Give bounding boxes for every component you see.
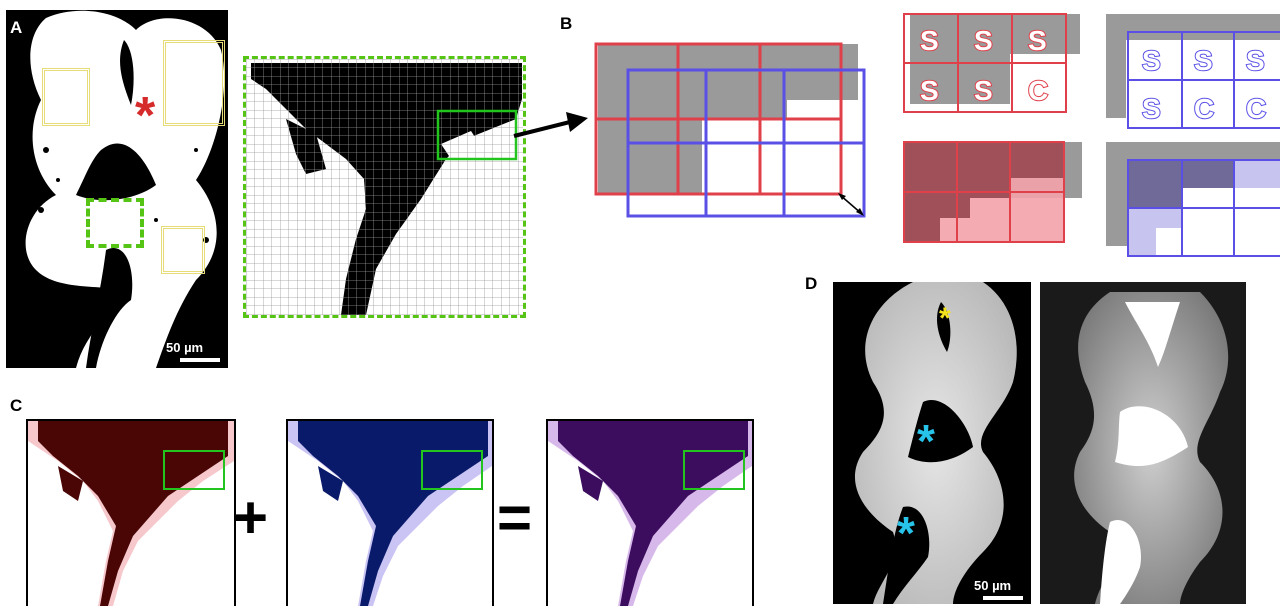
blue-letter-2: S bbox=[1194, 45, 1213, 76]
red-letter-3: S bbox=[1028, 25, 1047, 56]
blue-letter-4: S bbox=[1142, 93, 1161, 124]
scale-bar-label-a: 50 µm bbox=[166, 340, 204, 355]
roi-box-left bbox=[42, 68, 90, 126]
yellow-asterisk: * bbox=[939, 302, 951, 335]
panel-d-label: D bbox=[805, 274, 818, 293]
blue-letter-3: S bbox=[1246, 45, 1265, 76]
equals-sign: = bbox=[497, 484, 533, 551]
blue-letter-6: C bbox=[1246, 93, 1266, 124]
cyan-asterisk-lower: * bbox=[897, 507, 915, 559]
red-letter-1: S bbox=[920, 25, 939, 56]
red-overlay-grid bbox=[903, 141, 1082, 243]
segmentation-mask bbox=[25, 10, 225, 368]
panel-d-raw-image bbox=[1040, 282, 1246, 604]
panel-c-blue-mask bbox=[286, 419, 494, 606]
blue-letter-5: C bbox=[1194, 93, 1214, 124]
plus-sign: + bbox=[233, 484, 269, 551]
red-letter-6: C bbox=[1028, 75, 1048, 106]
blue-letter-1: S bbox=[1142, 45, 1161, 76]
panel-c-red-mask bbox=[26, 419, 236, 606]
red-asterisk: * bbox=[135, 87, 156, 145]
roi-box-right bbox=[163, 40, 225, 126]
panel-a-label: A bbox=[10, 18, 23, 37]
zoom-grid-panel bbox=[243, 56, 526, 318]
red-letter-2: S bbox=[974, 25, 993, 56]
blue-overlay-grid bbox=[1106, 142, 1280, 257]
panel-a-image: * 50 µm bbox=[6, 10, 228, 368]
red-letter-5: S bbox=[974, 75, 993, 106]
pixel-grid bbox=[246, 59, 523, 315]
scale-bar-d bbox=[983, 596, 1023, 600]
panel-c-label: C bbox=[10, 396, 23, 415]
blue-label-grid: S S S S C C bbox=[1106, 14, 1280, 130]
cyan-asterisk-upper: * bbox=[917, 415, 935, 467]
red-label-grid: S S S S S C bbox=[903, 13, 1080, 113]
red-letter-4: S bbox=[920, 75, 939, 106]
panel-b-label: B bbox=[560, 14, 573, 33]
zoom-region-box bbox=[86, 198, 144, 248]
overlap-grid-diagram bbox=[594, 42, 866, 218]
scale-bar-label-d: 50 µm bbox=[974, 578, 1012, 593]
roi-box-bottom bbox=[161, 226, 205, 274]
zoom-arrow bbox=[513, 112, 588, 138]
panel-d-segmented-image: * * * 50 µm bbox=[833, 282, 1031, 604]
panel-c-combined-mask bbox=[546, 419, 754, 606]
scale-bar-a bbox=[180, 358, 220, 362]
